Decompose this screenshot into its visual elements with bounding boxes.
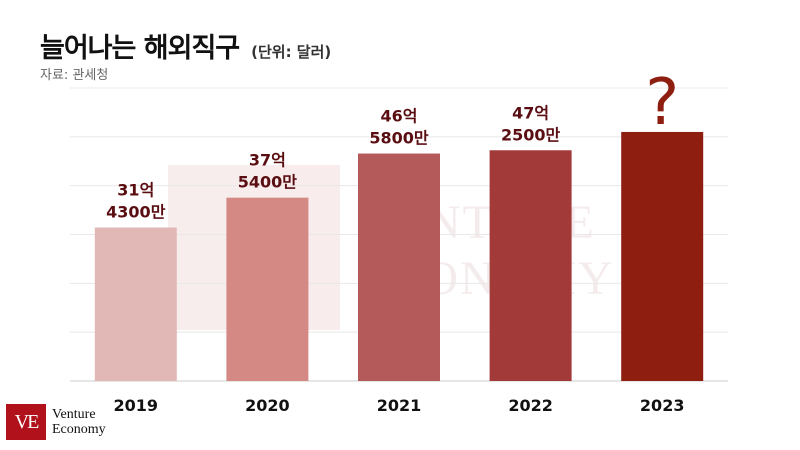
data-label: 4300만	[106, 203, 166, 222]
x-tick-label: 2021	[377, 396, 422, 415]
data-label: 5400만	[238, 173, 298, 192]
data-label: 31억	[117, 181, 154, 200]
bar-2021	[358, 153, 440, 381]
title-row: 늘어나는 해외직구 (단위: 달러)	[40, 26, 331, 65]
unit-label: (단위: 달러)	[251, 43, 332, 61]
data-label: 47억	[512, 103, 549, 122]
x-tick-label: 2020	[245, 396, 290, 415]
logo-text: Venture Economy	[52, 407, 106, 437]
brand-logo: VE Venture Economy	[6, 404, 106, 440]
data-label: 37억	[249, 151, 286, 170]
x-tick-label: 2022	[508, 396, 553, 415]
chart-title: 늘어나는 해외직구	[40, 33, 240, 64]
data-label: 5800만	[369, 129, 429, 148]
logo-mark: VE	[6, 404, 46, 440]
logo-line-1: Venture	[52, 407, 96, 422]
bar-2019	[94, 227, 177, 381]
x-tick-label: 2019	[114, 396, 159, 415]
logo-line-2: Economy	[52, 422, 106, 437]
x-tick-label: 2023	[640, 396, 685, 415]
data-label: 46억	[381, 107, 418, 126]
unknown-value-mark: ?	[645, 66, 679, 140]
bar-2022	[489, 150, 572, 381]
source-label: 자료: 관세청	[40, 68, 109, 83]
bar-2020	[226, 197, 309, 381]
data-label: 2500만	[501, 125, 561, 144]
bar-2023	[621, 131, 704, 381]
